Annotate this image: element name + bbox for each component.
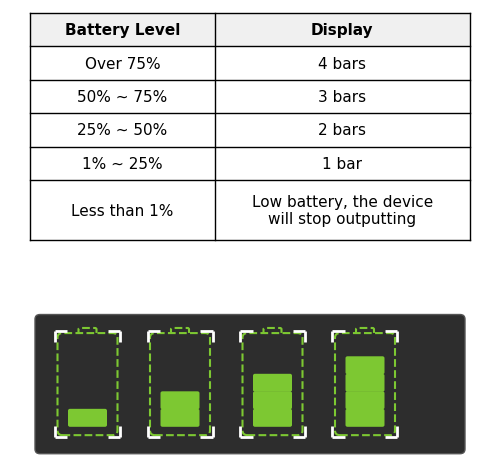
- Text: Display: Display: [311, 23, 374, 38]
- FancyBboxPatch shape: [356, 328, 374, 339]
- Text: Over 75%: Over 75%: [84, 56, 160, 71]
- FancyBboxPatch shape: [346, 374, 385, 392]
- FancyBboxPatch shape: [160, 392, 200, 409]
- Text: Low battery, the device
will stop outputting: Low battery, the device will stop output…: [252, 194, 433, 227]
- FancyBboxPatch shape: [335, 333, 395, 435]
- Text: 50% ~ 75%: 50% ~ 75%: [78, 90, 168, 105]
- Bar: [30, 14, 470, 47]
- Text: 4 bars: 4 bars: [318, 56, 366, 71]
- Text: 3 bars: 3 bars: [318, 90, 366, 105]
- FancyBboxPatch shape: [253, 374, 292, 392]
- Text: Battery Level: Battery Level: [64, 23, 180, 38]
- FancyBboxPatch shape: [68, 409, 107, 427]
- FancyBboxPatch shape: [346, 357, 385, 375]
- FancyBboxPatch shape: [242, 333, 302, 435]
- FancyBboxPatch shape: [58, 333, 118, 435]
- Text: 1% ~ 25%: 1% ~ 25%: [82, 156, 162, 171]
- FancyBboxPatch shape: [171, 328, 189, 339]
- Text: 2 bars: 2 bars: [318, 123, 366, 138]
- Text: 25% ~ 50%: 25% ~ 50%: [78, 123, 168, 138]
- FancyBboxPatch shape: [253, 409, 292, 427]
- FancyBboxPatch shape: [78, 328, 96, 339]
- FancyBboxPatch shape: [35, 315, 465, 454]
- Text: Less than 1%: Less than 1%: [71, 203, 174, 218]
- FancyBboxPatch shape: [253, 392, 292, 409]
- FancyBboxPatch shape: [346, 392, 385, 409]
- Text: 1 bar: 1 bar: [322, 156, 362, 171]
- FancyBboxPatch shape: [160, 409, 200, 427]
- FancyBboxPatch shape: [346, 409, 385, 427]
- FancyBboxPatch shape: [150, 333, 210, 435]
- FancyBboxPatch shape: [264, 328, 281, 339]
